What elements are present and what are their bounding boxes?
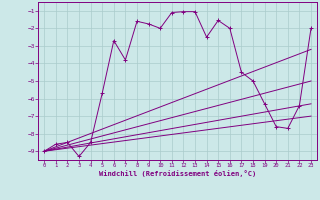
X-axis label: Windchill (Refroidissement éolien,°C): Windchill (Refroidissement éolien,°C) bbox=[99, 170, 256, 177]
